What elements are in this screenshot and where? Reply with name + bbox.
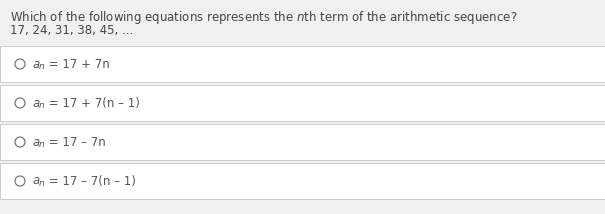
Text: n: n: [39, 140, 44, 149]
FancyBboxPatch shape: [0, 124, 605, 160]
Text: n: n: [39, 179, 44, 188]
Text: = 17 + 7(n – 1): = 17 + 7(n – 1): [45, 97, 140, 110]
FancyBboxPatch shape: [0, 163, 605, 199]
Text: = 17 + 7n: = 17 + 7n: [45, 58, 110, 70]
FancyBboxPatch shape: [0, 46, 605, 82]
Text: a: a: [33, 97, 41, 110]
Text: a: a: [33, 58, 41, 70]
Text: = 17 – 7n: = 17 – 7n: [45, 135, 106, 149]
Text: n: n: [39, 62, 44, 71]
Text: Which of the following equations represents the $n$th term of the arithmetic seq: Which of the following equations represe…: [10, 9, 517, 26]
FancyBboxPatch shape: [0, 85, 605, 121]
Text: a: a: [33, 135, 41, 149]
Text: = 17 – 7(n – 1): = 17 – 7(n – 1): [45, 174, 136, 187]
Text: n: n: [39, 101, 44, 110]
Text: 17, 24, 31, 38, 45, ...: 17, 24, 31, 38, 45, ...: [10, 24, 133, 37]
Text: a: a: [33, 174, 41, 187]
